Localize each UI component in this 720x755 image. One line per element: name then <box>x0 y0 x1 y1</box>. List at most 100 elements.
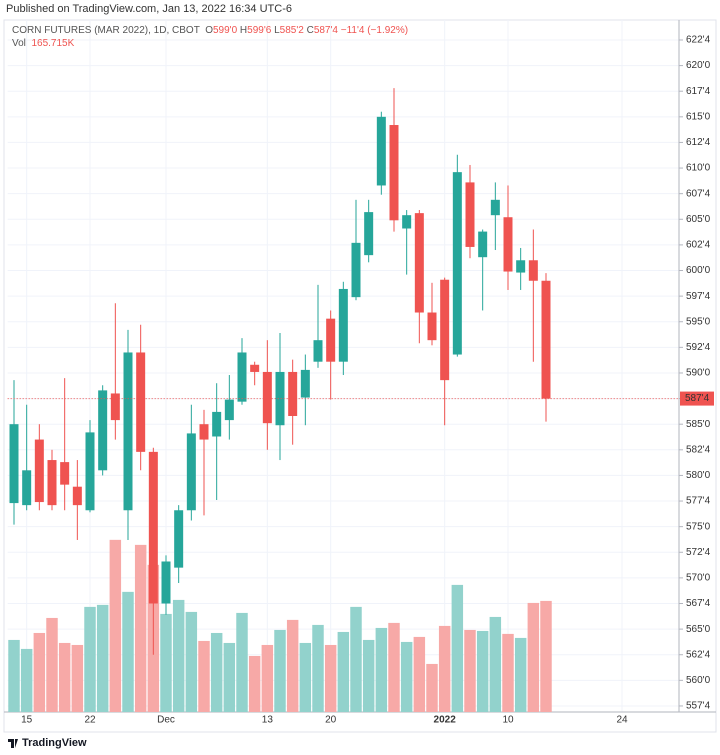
y-tick-label: 585'0 <box>686 419 711 430</box>
candle-body <box>22 470 32 506</box>
y-tick-label: 620'0 <box>686 60 711 71</box>
x-tick-label: 10 <box>502 715 514 726</box>
candle-body <box>364 212 374 256</box>
volume-bar <box>274 629 286 712</box>
candle-body <box>528 260 538 281</box>
candle-body <box>148 451 158 604</box>
l-value: 585'2 <box>279 25 304 36</box>
candle-body <box>541 280 551 399</box>
volume-bar <box>451 584 464 712</box>
candle-body <box>503 217 513 272</box>
volume-row: Vol 165.715K <box>12 37 408 50</box>
candle-body <box>490 199 500 216</box>
change: −11'4 (−1.92%) <box>340 25 409 36</box>
chart-title: CORN FUTURES (MAR 2022), 1D, CBOT <box>12 25 200 36</box>
candle-body <box>224 399 234 421</box>
candle-body <box>452 172 462 355</box>
x-tick-label: 2022 <box>434 715 457 726</box>
legend-row: CORN FUTURES (MAR 2022), 1D, CBOT O599'0… <box>12 24 408 37</box>
volume-bar <box>109 539 122 712</box>
volume-bar <box>261 644 274 712</box>
y-tick-label: 590'0 <box>686 368 711 379</box>
y-tick-label: 567'4 <box>686 598 711 609</box>
volume-bar <box>33 632 46 712</box>
c-value: 587'4 <box>313 25 338 36</box>
candle-body <box>161 561 171 604</box>
candle-body <box>72 486 82 506</box>
l-label: L <box>274 25 280 36</box>
candle-body <box>47 460 57 506</box>
footer-text: TradingView <box>22 737 87 749</box>
y-tick-label: 582'4 <box>686 444 711 455</box>
candle-body <box>262 371 272 424</box>
volume-bar <box>438 625 451 712</box>
y-tick-label: 602'4 <box>686 240 711 251</box>
candle-body <box>288 371 298 416</box>
candle-body <box>414 213 424 313</box>
volume-bar <box>400 641 413 712</box>
y-tick-label: 615'0 <box>686 111 711 122</box>
y-tick-label: 575'0 <box>686 521 711 532</box>
y-tick-label: 557'4 <box>686 701 711 712</box>
candle-body <box>376 116 386 186</box>
volume-bar <box>286 619 299 712</box>
volume-bar <box>71 644 84 712</box>
candle-body <box>98 390 108 471</box>
candle-body <box>326 318 336 362</box>
candle-body <box>237 352 247 402</box>
candle-body <box>250 364 260 372</box>
volume-bar <box>185 611 198 712</box>
o-value: 599'0 <box>212 25 238 36</box>
volume-bar <box>540 600 552 712</box>
y-tick-label: 612'4 <box>686 137 711 148</box>
candle-body <box>427 312 437 341</box>
volume-bar <box>96 604 109 712</box>
x-tick-label: 13 <box>262 715 274 726</box>
footer: TradingView <box>22 737 87 749</box>
volume-bar <box>527 602 540 712</box>
volume-bar <box>350 606 362 712</box>
x-tick-label: 24 <box>616 715 628 726</box>
candle-body <box>174 510 184 568</box>
y-tick-label: 595'0 <box>686 316 711 327</box>
logo <box>8 739 18 748</box>
volume-bar <box>324 644 337 712</box>
volume-bar <box>8 639 20 712</box>
candle-body <box>313 340 323 362</box>
volume-bar <box>160 613 172 712</box>
y-tick-label: 560'0 <box>686 675 711 686</box>
volume-bar <box>134 544 147 712</box>
volume-bar <box>58 642 71 712</box>
c-label: C <box>306 25 314 36</box>
volume-bar <box>489 616 502 712</box>
x-tick-label: Dec <box>157 715 175 726</box>
volume-bar <box>312 624 324 712</box>
candle-body <box>123 352 133 511</box>
volume-bar <box>337 631 350 712</box>
volume-bar <box>210 632 223 712</box>
publisher: Published on TradingView.com, Jan 13, 20… <box>6 3 292 15</box>
candle-body <box>275 371 285 426</box>
y-tick-label: 565'0 <box>686 624 711 635</box>
x-tick-label: 22 <box>84 715 96 726</box>
y-tick-label: 562'4 <box>686 649 711 660</box>
y-tick-label: 572'4 <box>686 547 711 558</box>
volume-bar <box>46 617 58 712</box>
volume-bar <box>248 655 261 712</box>
volume-bar <box>514 637 527 712</box>
y-tick-label: 580'0 <box>686 470 711 481</box>
y-tick-label: 592'4 <box>686 342 711 353</box>
candle-body <box>478 231 488 258</box>
candle-body <box>212 411 222 437</box>
candle-body <box>34 439 44 503</box>
y-tick-label: 622'4 <box>686 35 711 46</box>
candle-body <box>300 369 310 398</box>
volume-bar <box>20 648 33 712</box>
y-tick-label: 577'4 <box>686 496 711 507</box>
last-price-label: 587'4 <box>685 393 710 404</box>
y-tick-label: 607'4 <box>686 188 711 199</box>
volume-bar <box>413 636 426 712</box>
volume-bar <box>502 633 514 712</box>
last-price-badge <box>680 391 714 406</box>
